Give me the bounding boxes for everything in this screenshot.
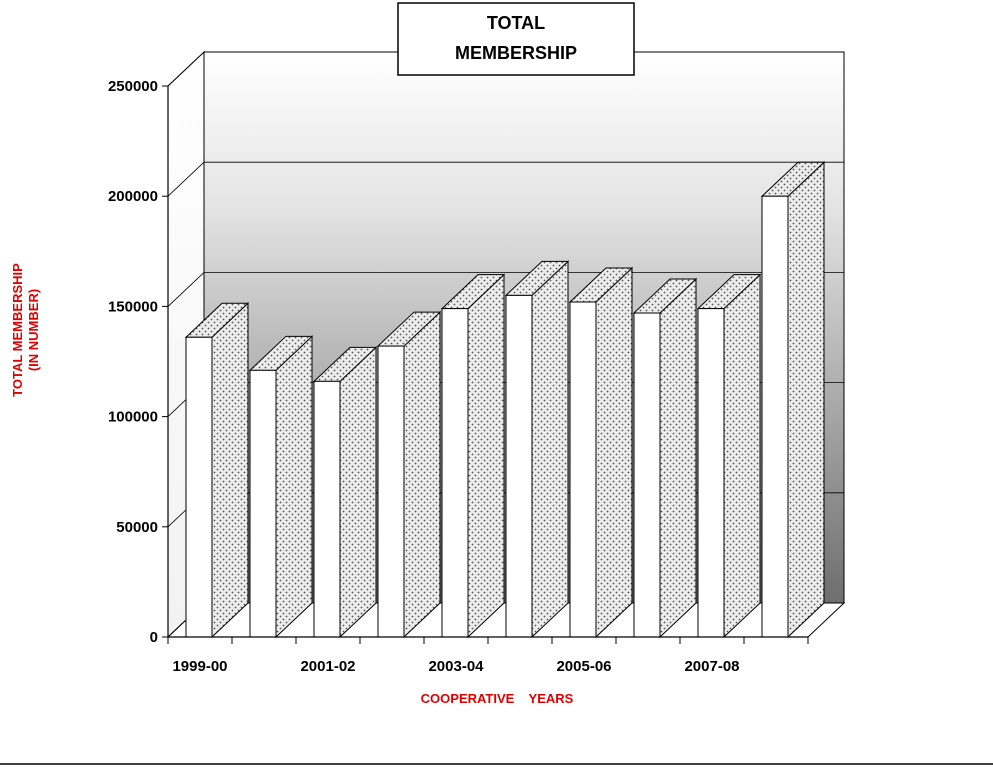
y-tick-labels: 0 50000 100000 150000 200000 250000 bbox=[108, 78, 158, 646]
y-tick-label: 150000 bbox=[108, 298, 158, 315]
chart-title-line-1: TOTAL bbox=[487, 13, 545, 33]
bar-front bbox=[185, 336, 213, 638]
bar-side bbox=[595, 266, 633, 639]
bar-side bbox=[403, 310, 441, 639]
bar-front bbox=[313, 380, 341, 638]
y-tick-label: 0 bbox=[150, 629, 158, 646]
bar-side bbox=[467, 273, 505, 639]
bar-front bbox=[377, 345, 405, 638]
bar-side bbox=[659, 277, 697, 639]
bar-2002-03 bbox=[376, 310, 442, 639]
x-tick-label: 2003-04 bbox=[428, 658, 484, 675]
gridline-side bbox=[167, 272, 205, 307]
gridline-side bbox=[167, 51, 205, 87]
x-tick-label: 1999-00 bbox=[172, 658, 227, 675]
bar-2001-02 bbox=[312, 346, 378, 639]
bar-side bbox=[275, 335, 313, 639]
bar-side bbox=[531, 260, 569, 639]
chart-title: TOTAL MEMBERSHIP bbox=[397, 2, 635, 76]
bar-2007-08 bbox=[696, 273, 762, 639]
bar-2005-06 bbox=[568, 266, 634, 639]
axes bbox=[162, 85, 809, 644]
bar-front bbox=[633, 312, 661, 638]
bar-front bbox=[697, 308, 725, 638]
bar-side bbox=[787, 161, 825, 639]
bar-front bbox=[505, 294, 533, 638]
bar-front bbox=[441, 308, 469, 638]
bar-side bbox=[211, 302, 249, 639]
x-tick-label: 2007-08 bbox=[684, 658, 739, 675]
gridline-side bbox=[167, 161, 205, 197]
x-axis-title: COOPERATIVE YEARS bbox=[421, 691, 574, 706]
bar-front bbox=[761, 195, 789, 638]
bar-1999-00 bbox=[184, 302, 250, 639]
bar-2000-01 bbox=[248, 335, 314, 639]
bar-side bbox=[339, 346, 377, 639]
chart-title-line-2: MEMBERSHIP bbox=[455, 43, 577, 63]
y-axis-title-line-2: (IN NUMBER) bbox=[26, 289, 41, 371]
y-tick-label: 100000 bbox=[108, 409, 158, 426]
bar-2008-09 bbox=[760, 161, 826, 639]
bar-2003-04 bbox=[440, 273, 506, 639]
y-axis-title-line-1: TOTAL MEMBERSHIP bbox=[10, 263, 25, 397]
y-tick-label: 200000 bbox=[108, 188, 158, 205]
y-tick-label: 250000 bbox=[108, 78, 158, 95]
chart-title-box bbox=[397, 2, 635, 76]
bar-2004-05 bbox=[504, 260, 570, 639]
y-tick-label: 50000 bbox=[116, 519, 158, 536]
bar-side bbox=[723, 273, 761, 639]
bar-2006-07 bbox=[632, 277, 698, 639]
y-axis-title: TOTAL MEMBERSHIP (IN NUMBER) bbox=[10, 263, 41, 397]
x-tick-labels: 1999-00 2001-02 2003-04 2005-06 2007-08 bbox=[172, 658, 739, 675]
x-tick-label: 2001-02 bbox=[300, 658, 355, 675]
bars bbox=[184, 161, 826, 639]
x-tick-label: 2005-06 bbox=[556, 658, 611, 675]
bar-front bbox=[569, 301, 597, 638]
bar-front bbox=[249, 369, 277, 638]
